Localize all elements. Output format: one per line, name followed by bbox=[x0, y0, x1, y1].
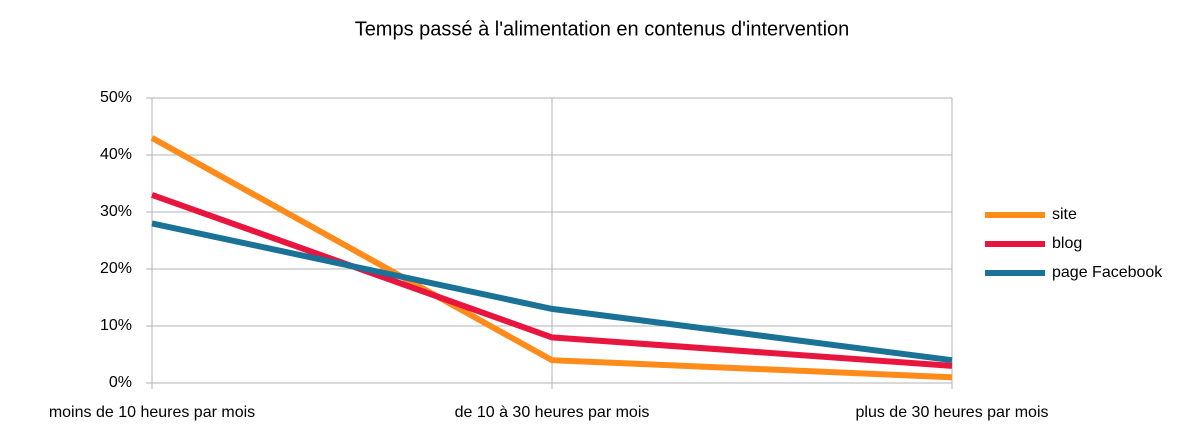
chart-title: Temps passé à l'alimentation en contenus… bbox=[355, 18, 850, 40]
x-tick-label: plus de 30 heures par mois bbox=[856, 404, 1049, 421]
legend-label: site bbox=[1052, 206, 1077, 223]
y-tick-label: 40% bbox=[100, 146, 132, 163]
series-line bbox=[150, 135, 953, 381]
series-line bbox=[150, 192, 953, 369]
y-tick-label: 50% bbox=[100, 89, 132, 106]
y-tick-label: 10% bbox=[100, 317, 132, 334]
x-tick-label: de 10 à 30 heures par mois bbox=[455, 404, 650, 421]
y-tick-label: 30% bbox=[100, 203, 132, 220]
legend-label: page Facebook bbox=[1052, 264, 1163, 281]
x-tick-label: moins de 10 heures par mois bbox=[49, 404, 255, 421]
series-line bbox=[151, 220, 953, 364]
legend-label: blog bbox=[1052, 235, 1082, 252]
y-tick-label: 20% bbox=[100, 260, 132, 277]
y-tick-label: 0% bbox=[109, 374, 132, 391]
